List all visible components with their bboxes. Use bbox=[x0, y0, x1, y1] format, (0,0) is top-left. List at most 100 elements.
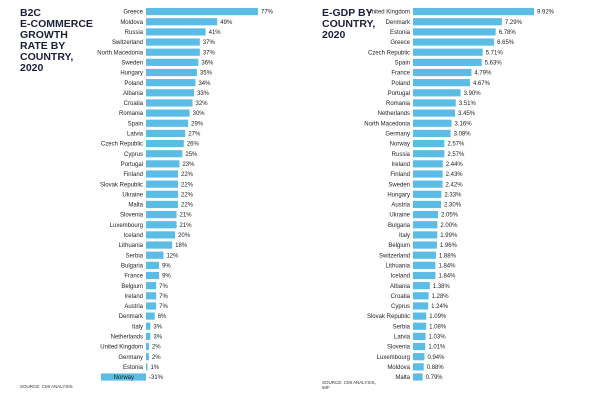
egdp-value-label: 3.16% bbox=[455, 121, 473, 127]
egdp-value-label: 2.44% bbox=[446, 162, 464, 168]
b2c-category-label: Croatia bbox=[124, 101, 144, 107]
b2c-bar bbox=[146, 332, 151, 340]
egdp-bar bbox=[413, 119, 452, 127]
egdp-value-label: 2.00% bbox=[440, 223, 458, 229]
egdp-bar bbox=[413, 241, 437, 249]
egdp-category-label: Denmark bbox=[386, 20, 411, 26]
egdp-category-label: Estonia bbox=[390, 30, 411, 36]
egdp-category-label: North Macedonia bbox=[364, 121, 410, 127]
b2c-bar bbox=[146, 312, 155, 320]
egdp-bar bbox=[413, 200, 442, 209]
b2c-bar bbox=[146, 261, 160, 269]
b2c-category-label: Luxembourg bbox=[110, 223, 143, 229]
egdp-category-label: Slovenia bbox=[387, 345, 411, 351]
b2c-bar bbox=[146, 353, 149, 361]
egdp-category-label: Poland bbox=[391, 81, 410, 87]
egdp-value-label: 1.08% bbox=[429, 324, 447, 330]
b2c-bar bbox=[146, 160, 180, 168]
egdp-category-label: United Kingdom bbox=[367, 10, 410, 16]
egdp-category-label: Croatia bbox=[391, 294, 411, 300]
egdp-value-label: 1.38% bbox=[433, 284, 451, 290]
b2c-bar bbox=[146, 322, 151, 330]
b2c-bar bbox=[146, 139, 184, 148]
egdp-value-label: 1.96% bbox=[440, 243, 458, 249]
b2c-bar bbox=[146, 241, 173, 249]
b2c-category-label: Czech Republic bbox=[101, 142, 143, 148]
egdp-value-label: 5.71% bbox=[486, 50, 504, 56]
b2c-bar bbox=[146, 190, 178, 198]
b2c-bar bbox=[146, 28, 206, 36]
egdp-category-label: Germany bbox=[385, 132, 410, 138]
b2c-value-label: 22% bbox=[181, 182, 194, 188]
b2c-bar bbox=[146, 48, 200, 56]
b2c-value-label: 12% bbox=[166, 253, 179, 259]
b2c-value-label: 22% bbox=[181, 192, 194, 198]
egdp-value-label: 1.03% bbox=[429, 335, 447, 341]
b2c-value-label: 26% bbox=[187, 142, 200, 148]
egdp-value-label: 1.01% bbox=[428, 345, 446, 351]
b2c-bar bbox=[146, 211, 177, 219]
b2c-category-label: Estonia bbox=[123, 365, 144, 371]
b2c-value-label: 9% bbox=[162, 274, 171, 280]
b2c-bar bbox=[146, 109, 190, 117]
egdp-bar bbox=[413, 109, 456, 117]
egdp-bar bbox=[413, 99, 456, 107]
egdp-value-label: 6.65% bbox=[497, 40, 515, 46]
b2c-value-label: 25% bbox=[185, 152, 198, 158]
egdp-category-label: Romania bbox=[386, 101, 411, 107]
egdp-bar bbox=[413, 261, 436, 269]
b2c-category-label: Slovak Republic bbox=[100, 182, 143, 188]
b2c-category-label: Finland bbox=[123, 172, 143, 178]
b2c-category-label: Romania bbox=[119, 111, 144, 117]
b2c-bar bbox=[146, 170, 178, 178]
egdp-value-label: 1.88% bbox=[439, 253, 457, 259]
b2c-category-label: North Macedonia bbox=[97, 50, 143, 56]
egdp-category-label: Spain bbox=[395, 60, 410, 66]
egdp-bar bbox=[413, 342, 426, 351]
egdp-value-label: 3.51% bbox=[459, 101, 477, 107]
egdp-bar bbox=[413, 332, 426, 340]
egdp-value-label: 0.79% bbox=[426, 375, 444, 381]
b2c-category-label: Switzerland bbox=[112, 40, 143, 46]
b2c-bar bbox=[146, 129, 186, 137]
egdp-bar bbox=[413, 373, 423, 381]
b2c-bar bbox=[146, 99, 193, 107]
b2c-bar bbox=[146, 68, 197, 77]
egdp-category-label: Albania bbox=[390, 284, 411, 290]
egdp-value-label: 3.90% bbox=[464, 91, 482, 97]
egdp-bar bbox=[413, 160, 443, 168]
egdp-bar bbox=[413, 170, 443, 178]
b2c-category-label: Norway bbox=[114, 375, 134, 381]
b2c-value-label: 29% bbox=[191, 121, 204, 127]
b2c-value-label: -31% bbox=[149, 375, 164, 381]
b2c-category-label: Hungary bbox=[120, 71, 143, 77]
egdp-value-label: 1.09% bbox=[429, 314, 447, 320]
egdp-bar bbox=[413, 68, 472, 77]
b2c-value-label: 35% bbox=[200, 71, 213, 77]
egdp-bar bbox=[413, 48, 483, 56]
egdp-category-label: Italy bbox=[399, 233, 410, 239]
b2c-category-label: Latvia bbox=[127, 132, 144, 138]
egdp-value-label: 2.05% bbox=[441, 213, 459, 219]
b2c-category-label: United Kingdom bbox=[100, 345, 143, 351]
b2c-value-label: 9% bbox=[162, 263, 171, 269]
b2c-category-label: France bbox=[124, 274, 143, 280]
egdp-category-label: Austria bbox=[391, 203, 410, 209]
right-chart-title: E-GDP BY COUNTRY, 2020 bbox=[322, 7, 376, 41]
egdp-category-label: Greece bbox=[390, 40, 410, 46]
b2c-value-label: 7% bbox=[159, 304, 168, 310]
b2c-value-label: 27% bbox=[188, 132, 201, 138]
right-chart-source: SOURCE: CMI ANALYSIS, IMF bbox=[322, 380, 376, 390]
egdp-category-label: Finland bbox=[390, 172, 410, 178]
b2c-category-label: Austria bbox=[124, 304, 143, 310]
b2c-category-label: Ukraine bbox=[122, 192, 143, 198]
b2c-value-label: 36% bbox=[201, 60, 214, 66]
egdp-category-label: Switzerland bbox=[379, 253, 410, 259]
b2c-value-label: 20% bbox=[178, 233, 191, 239]
b2c-bar bbox=[146, 79, 196, 87]
b2c-category-label: Denmark bbox=[119, 314, 144, 320]
b2c-value-label: 32% bbox=[196, 101, 209, 107]
b2c-value-label: 3% bbox=[153, 335, 162, 341]
egdp-category-label: Ukraine bbox=[389, 213, 410, 219]
b2c-value-label: 2% bbox=[152, 355, 161, 361]
